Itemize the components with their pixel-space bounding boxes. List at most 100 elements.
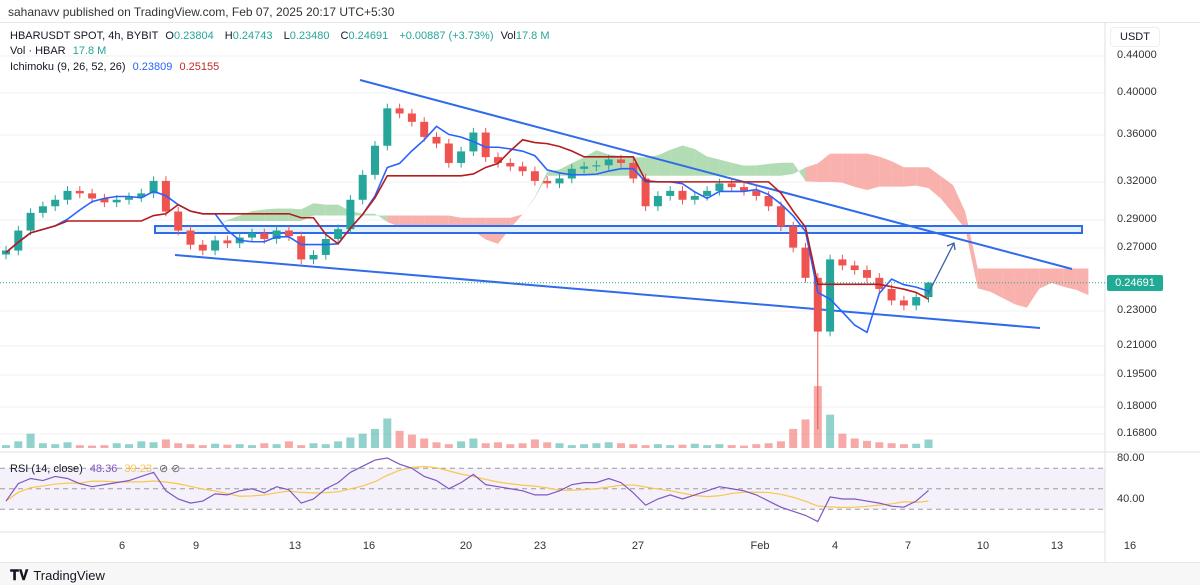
time-tick: 10: [976, 540, 990, 552]
resistance-zone-rectangle[interactable]: [154, 225, 1083, 234]
candle-body: [334, 229, 343, 239]
volume-bar: [248, 445, 256, 448]
cloud-segment: [424, 215, 437, 228]
candle-body: [518, 166, 527, 172]
candle-body: [580, 166, 589, 169]
volume-bar: [875, 442, 884, 448]
tradingview-brand-text: TradingView: [33, 568, 105, 583]
volume-bar: [260, 443, 269, 448]
rsi-label: RSI (14, close): [10, 463, 83, 475]
price-tick: 0.27000: [1117, 241, 1157, 253]
candle-body: [371, 145, 379, 175]
volume-bar: [740, 445, 748, 448]
candle-body: [481, 132, 490, 158]
candle-body: [494, 157, 502, 163]
volume-bar: [899, 444, 908, 448]
volume-bar: [26, 433, 35, 448]
candle-body: [653, 195, 662, 207]
symbol-legend[interactable]: HBARUSDT SPOT, 4h, BYBIT O0.23804 H0.247…: [10, 30, 558, 42]
cloud-segment: [534, 171, 548, 198]
candle-body: [174, 211, 183, 231]
volume-bar: [703, 445, 712, 448]
candle-body: [211, 240, 220, 251]
volume-bar: [198, 445, 207, 448]
candle-body: [813, 277, 822, 332]
volume-bar: [690, 443, 699, 448]
volume-bar: [776, 441, 785, 448]
volume-bar: [469, 438, 478, 448]
candle-body: [506, 162, 515, 167]
candle-body: [776, 206, 785, 227]
candle-body: [14, 230, 23, 251]
candle-body: [407, 113, 416, 122]
volume-bar: [137, 441, 146, 448]
cloud-segment: [227, 215, 240, 222]
candle-body: [457, 151, 466, 163]
cloud-segment: [940, 176, 954, 214]
volume-bar: [592, 443, 601, 448]
volume-bar: [567, 445, 576, 448]
candle-body: [100, 198, 109, 203]
volume-bar: [912, 443, 921, 448]
cloud-segment: [731, 162, 744, 176]
volume-bar: [371, 428, 379, 448]
cloud-segment: [793, 162, 806, 182]
volume-bar: [457, 441, 466, 448]
volume-bar: [272, 444, 281, 448]
volume-bar: [186, 444, 195, 448]
volume-bar: [838, 433, 847, 448]
rsi-legend[interactable]: RSI (14, close) 48.36 39.23 ⊘ ⊘: [10, 462, 185, 475]
volume-bar: [653, 444, 662, 448]
time-tick: 20: [459, 540, 473, 552]
volume-bar: [358, 433, 367, 448]
ichimoku-legend[interactable]: Ichimoku (9, 26, 52, 26) 0.23809 0.25155: [10, 61, 223, 73]
time-tick: 13: [288, 540, 302, 552]
volume-label: Vol: [500, 30, 516, 42]
cloud-segment: [239, 211, 252, 222]
candle-body: [38, 206, 47, 213]
projection-arrow[interactable]: [927, 242, 956, 295]
rsi-tick-80: 80.00: [1117, 452, 1145, 464]
cloud-segment: [928, 167, 941, 199]
volume-bar: [543, 442, 552, 448]
volume-bar: [641, 445, 650, 448]
volume-bar: [14, 441, 23, 448]
candle-body: [629, 162, 638, 179]
volume-bar: [789, 428, 798, 448]
cloud-segment: [301, 203, 314, 222]
volume-bar: [494, 442, 502, 448]
rsi-line: [5, 457, 929, 523]
candle-body: [764, 195, 773, 207]
volume-bar: [149, 442, 158, 448]
upper-trendline[interactable]: [359, 79, 1073, 270]
candle-body: [666, 190, 675, 196]
time-tick: 23: [533, 540, 547, 552]
volume-bar: [2, 445, 10, 448]
cloud-segment: [953, 185, 966, 230]
cloud-segment: [867, 153, 880, 191]
volume-bar: [555, 443, 564, 448]
candle-body: [678, 190, 687, 200]
lower-trendline[interactable]: [174, 254, 1041, 329]
volume-bars: [2, 386, 933, 448]
cloud-segment: [645, 155, 658, 176]
volume-bar: [801, 419, 810, 448]
time-tick: 7: [904, 540, 912, 552]
time-tick: 16: [1123, 540, 1137, 552]
symbol-name: HBARUSDT SPOT, 4h, BYBIT: [10, 30, 159, 42]
cloud-segment: [780, 162, 794, 176]
candle-body: [346, 199, 355, 230]
volume-legend[interactable]: Vol · HBAR 17.8 M: [10, 45, 110, 57]
candle-body: [592, 165, 601, 167]
tradingview-logo[interactable]: 𝐓𝐕 TradingView: [10, 567, 105, 584]
candle-body: [149, 180, 158, 194]
chart-area[interactable]: [0, 22, 1200, 562]
hidden-eye-icon[interactable]: ⊘ ⊘: [159, 463, 181, 475]
cloud-segment: [276, 208, 289, 222]
currency-label[interactable]: USDT: [1110, 27, 1160, 47]
cloud-segment: [817, 153, 831, 182]
cloud-segment: [707, 156, 720, 176]
cloud-segment: [903, 167, 917, 187]
price-tick: 0.36000: [1117, 128, 1157, 140]
